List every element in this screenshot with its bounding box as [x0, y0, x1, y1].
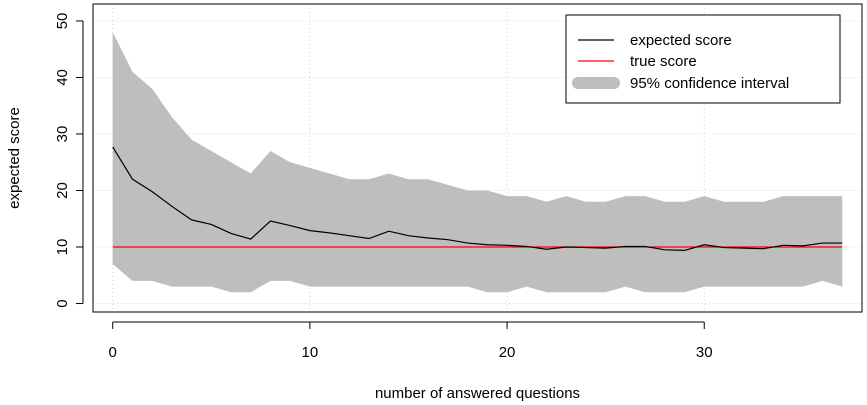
x-tick-label-20: 20 — [499, 344, 516, 361]
y-tick-label-10: 10 — [54, 239, 71, 256]
y-tick-label-0: 0 — [54, 299, 71, 307]
plot-frame — [92, 3, 863, 313]
x-tick-label-30: 30 — [696, 344, 713, 361]
legend: expected score true score 95% confidence… — [565, 14, 841, 104]
y-tick-label-50: 50 — [54, 13, 71, 30]
y-axis-title: expected score — [6, 107, 23, 209]
legend-label-true-score: true score — [630, 53, 697, 70]
y-tick-label-30: 30 — [54, 126, 71, 143]
legend-label-confidence-interval: 95% confidence interval — [630, 75, 789, 92]
y-tick-label-40: 40 — [54, 69, 71, 86]
axes: 0 10 20 30 0 10 20 30 40 50 — [54, 13, 713, 361]
x-tick-label-10: 10 — [302, 344, 319, 361]
x-tick-label-0: 0 — [109, 344, 117, 361]
x-axis-title: number of answered questions — [375, 385, 580, 402]
series-layer — [112, 146, 843, 252]
y-tick-label-20: 20 — [54, 182, 71, 199]
legend-label-expected-score: expected score — [630, 32, 732, 49]
series-line-expected-score — [112, 146, 843, 252]
